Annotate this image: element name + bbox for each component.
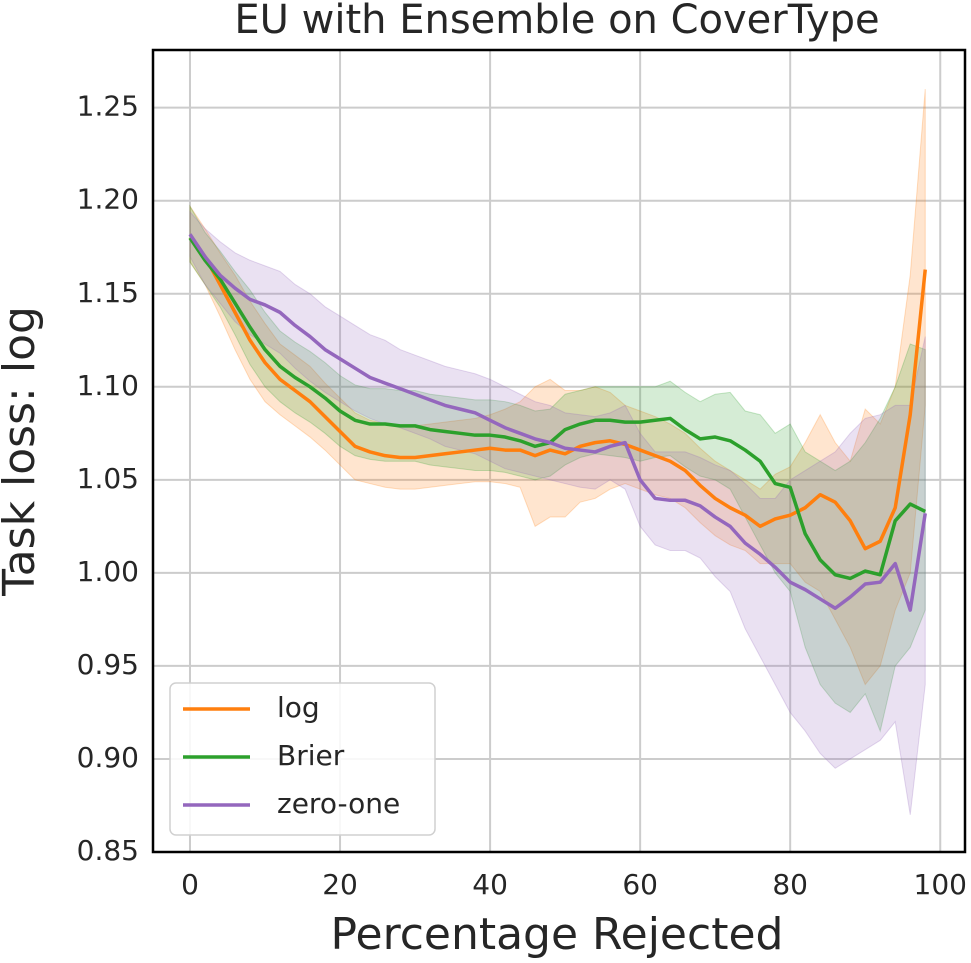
x-tick-label: 40 [472,868,508,901]
y-tick-label: 0.95 [77,648,139,681]
axes-frame [151,48,967,854]
y-tick-label: 0.85 [77,834,139,867]
y-tick-label: 0.90 [77,741,139,774]
confidence-band [189,89,926,686]
x-axis-label: Percentage Rejected [331,909,784,960]
y-tick-label: 1.15 [77,276,139,309]
y-axis-label: Task loss: log [0,306,45,597]
line [188,236,927,551]
chart-title: EU with Ensemble on CoverType [234,0,879,43]
legend-box [169,682,436,836]
line [188,233,927,612]
line [188,236,927,581]
legend-label: zero-one [277,787,400,820]
confidence-band [189,204,926,733]
y-tick-label: 1.05 [77,462,139,495]
confidence-band [189,210,926,815]
legend-label: log [277,691,320,724]
x-tick-label: 100 [914,868,967,901]
y-tick-label: 1.10 [77,369,139,402]
x-tick-label: 0 [181,868,199,901]
x-tick-label: 60 [622,868,658,901]
legend-label: Brier [277,739,345,772]
y-tick-label: 1.25 [77,90,139,123]
x-tick-label: 80 [772,868,808,901]
plot-area [188,89,927,815]
y-tick-label: 1.00 [77,555,139,588]
x-tick-label: 20 [322,868,358,901]
y-tick-label: 1.20 [77,183,139,216]
legend: log Brier zero-one [169,682,436,836]
